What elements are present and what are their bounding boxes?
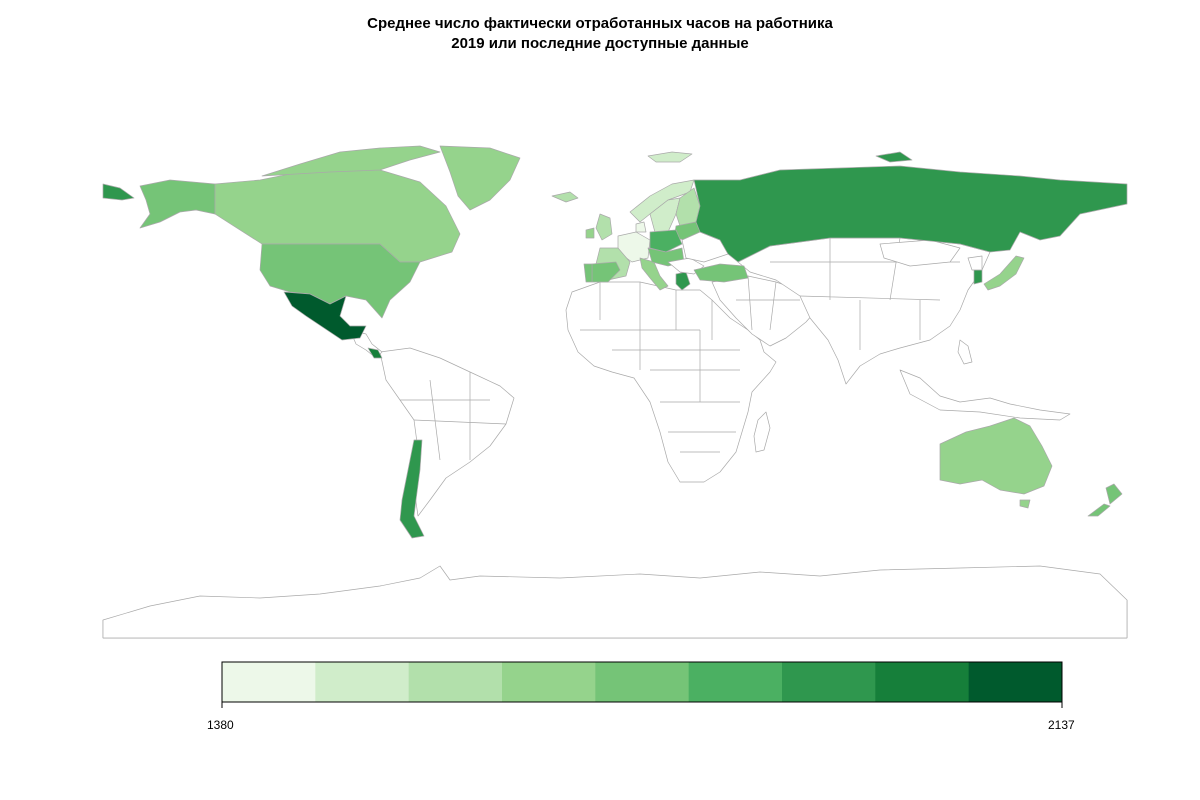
iceland	[551, 191, 579, 203]
italy	[639, 257, 669, 291]
greenland	[439, 145, 521, 211]
ireland	[585, 227, 595, 239]
costa-rica	[367, 347, 383, 359]
legend-swatch-8	[968, 662, 1063, 702]
madagascar	[753, 411, 771, 453]
united-kingdom	[595, 213, 613, 241]
legend-swatch-3	[502, 662, 596, 702]
chile	[399, 439, 425, 539]
alaska	[139, 179, 216, 229]
alaska-west-tip	[102, 183, 135, 201]
legend-swatch-1	[315, 662, 410, 702]
canada-arctic-islands	[261, 145, 441, 177]
legend-swatch-4	[595, 662, 690, 702]
antarctica	[102, 565, 1128, 639]
southeast-asia	[899, 369, 1071, 421]
philippines	[957, 339, 973, 365]
united-states	[259, 243, 421, 319]
south-america-region	[379, 347, 515, 517]
russia	[693, 165, 1128, 263]
south-america-borders	[400, 372, 507, 461]
north-korea	[967, 255, 983, 271]
russia-arctic-islands	[875, 151, 913, 163]
legend-border	[221, 661, 1063, 703]
poland	[649, 229, 683, 253]
legend-swatch-0	[222, 662, 316, 702]
tasmania	[1019, 499, 1031, 509]
legend-swatch-2	[408, 662, 503, 702]
legend-swatch-7	[875, 662, 970, 702]
svalbard	[647, 151, 693, 163]
legend-swatch-6	[782, 662, 876, 702]
asia-borders	[770, 237, 960, 350]
legend-max-label: 2137	[1048, 718, 1075, 732]
denmark	[635, 221, 647, 233]
australia	[939, 417, 1053, 495]
new-zealand	[1087, 483, 1123, 517]
middle-east-borders	[736, 275, 800, 331]
japan	[983, 255, 1025, 291]
legend-min-label: 1380	[207, 718, 234, 732]
portugal	[583, 263, 593, 283]
map-title: Среднее число фактически отработанных ча…	[367, 15, 833, 32]
legend-swatch-5	[688, 662, 783, 702]
africa-borders	[580, 282, 740, 453]
mexico	[283, 291, 367, 341]
map-subtitle: 2019 или последние доступные данные	[451, 35, 749, 52]
turkey	[693, 263, 749, 283]
middle-east-region	[711, 275, 821, 347]
